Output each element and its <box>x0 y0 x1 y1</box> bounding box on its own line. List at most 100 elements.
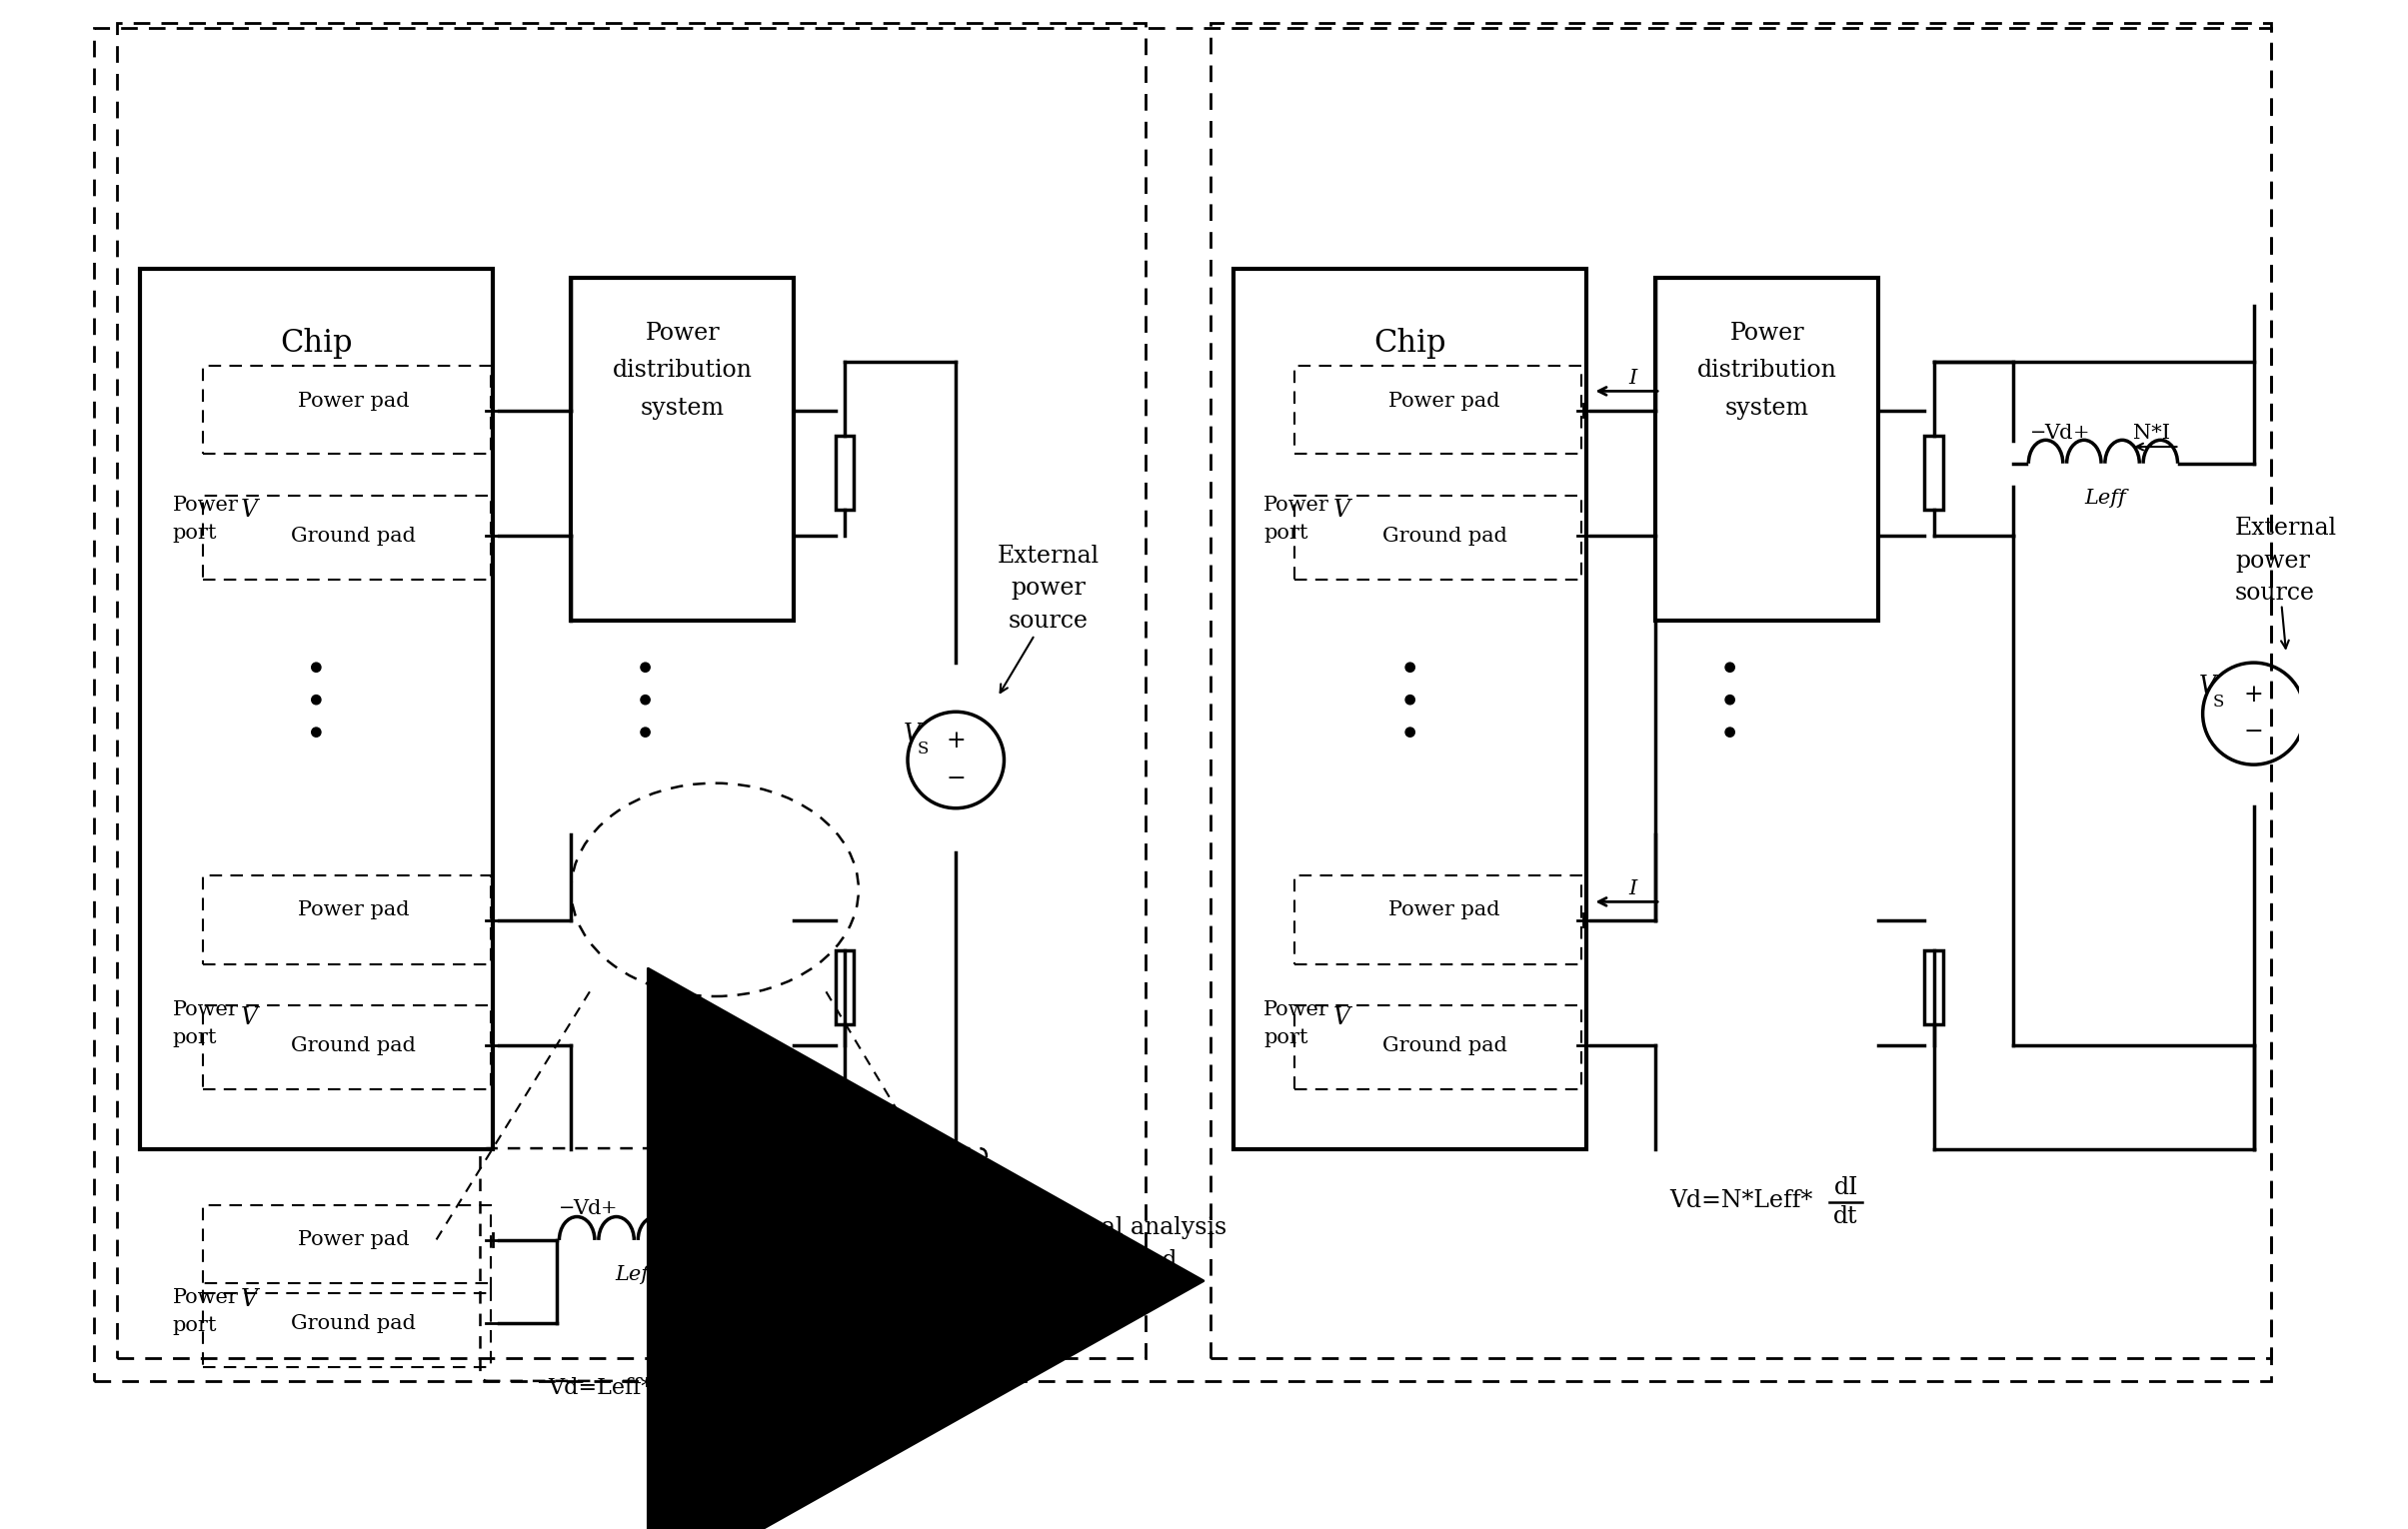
Text: power: power <box>1011 576 1086 599</box>
Bar <box>202 1205 491 1294</box>
Bar <box>1233 269 1587 1150</box>
Text: I: I <box>679 1199 686 1219</box>
Text: Power: Power <box>173 1001 238 1020</box>
Circle shape <box>1724 662 1734 671</box>
Text: N*I: N*I <box>2133 424 2170 442</box>
Circle shape <box>1406 696 1416 705</box>
Text: port: port <box>1264 523 1308 543</box>
Text: Ground pad: Ground pad <box>1382 1037 1507 1055</box>
Text: dI: dI <box>1832 1177 1859 1200</box>
Text: system: system <box>641 396 725 419</box>
Text: Power: Power <box>645 323 720 346</box>
Text: Vd: Vd <box>573 1199 602 1219</box>
Text: V: V <box>1334 1006 1351 1029</box>
Circle shape <box>641 696 650 705</box>
Text: V: V <box>241 1006 258 1029</box>
Text: V: V <box>241 1287 258 1310</box>
Bar <box>202 1006 491 1089</box>
Text: S: S <box>2213 693 2225 709</box>
Text: distribution: distribution <box>1698 359 1837 382</box>
Bar <box>1293 1006 1582 1089</box>
Bar <box>1211 23 2271 1358</box>
Text: V: V <box>241 498 258 521</box>
Text: power: power <box>2235 549 2309 572</box>
Bar <box>1293 495 1582 579</box>
Bar <box>202 495 491 579</box>
Text: Power: Power <box>1264 1001 1329 1020</box>
Bar <box>1293 876 1582 963</box>
Bar <box>1924 436 1943 509</box>
Bar <box>202 1284 491 1367</box>
Text: source: source <box>1009 610 1088 633</box>
Text: Ground pad: Ground pad <box>291 1313 417 1333</box>
Text: +: + <box>2244 683 2264 706</box>
Text: Power: Power <box>1729 323 1804 346</box>
Text: Vd=N*Leff*: Vd=N*Leff* <box>1669 1188 1813 1211</box>
Bar <box>571 278 795 621</box>
Text: dI: dI <box>655 1370 679 1391</box>
Text: Power pad: Power pad <box>299 901 409 919</box>
Circle shape <box>1724 696 1734 705</box>
Text: V: V <box>2199 674 2215 697</box>
Text: V: V <box>903 723 920 746</box>
Text: Vd: Vd <box>2044 424 2073 442</box>
Text: −: − <box>826 1289 845 1312</box>
Text: Leff: Leff <box>614 1264 657 1284</box>
Text: source: source <box>2235 581 2314 604</box>
Text: −: − <box>559 1200 576 1217</box>
Text: Power pad: Power pad <box>1389 901 1500 919</box>
Text: +: + <box>826 1252 845 1275</box>
Bar <box>202 365 491 454</box>
Text: port: port <box>173 1316 217 1335</box>
Text: system: system <box>1724 396 1808 419</box>
Circle shape <box>311 662 320 671</box>
Text: Power: Power <box>1264 495 1329 515</box>
Text: distribution: distribution <box>612 359 751 382</box>
Circle shape <box>1724 728 1734 737</box>
Text: S: S <box>809 1271 821 1287</box>
Text: +: + <box>946 729 966 752</box>
Text: +: + <box>602 1200 616 1217</box>
Bar <box>1657 278 1878 621</box>
Circle shape <box>641 728 650 737</box>
Text: port: port <box>173 523 217 543</box>
Text: Power pad: Power pad <box>1389 391 1500 411</box>
Circle shape <box>311 696 320 705</box>
Text: Power: Power <box>173 1287 238 1307</box>
Text: S: S <box>917 740 929 757</box>
Text: V: V <box>795 1252 811 1275</box>
Text: −: − <box>2030 424 2047 442</box>
Text: Typical analysis: Typical analysis <box>1038 1217 1228 1240</box>
Text: −: − <box>946 768 966 790</box>
Bar <box>1924 950 1943 1024</box>
Text: External: External <box>2235 517 2338 540</box>
Text: Chip: Chip <box>279 327 352 358</box>
Text: dt: dt <box>1832 1205 1859 1228</box>
Bar <box>140 269 491 1150</box>
Text: Chip: Chip <box>1375 327 1447 358</box>
Text: Power pad: Power pad <box>299 1231 409 1249</box>
Text: Leff: Leff <box>2085 488 2126 508</box>
Text: +: + <box>2073 424 2090 442</box>
Text: Power pad: Power pad <box>299 391 409 411</box>
Text: I: I <box>1628 368 1637 388</box>
Text: dt: dt <box>655 1393 679 1416</box>
Bar <box>202 876 491 963</box>
Circle shape <box>1406 662 1416 671</box>
Bar <box>836 950 855 1024</box>
Text: Power: Power <box>173 495 238 515</box>
Circle shape <box>1406 728 1416 737</box>
Text: Ground pad: Ground pad <box>1382 526 1507 546</box>
Text: I: I <box>1628 879 1637 899</box>
Text: port: port <box>1264 1029 1308 1047</box>
Text: External: External <box>997 544 1100 567</box>
Text: port: port <box>173 1029 217 1047</box>
Bar <box>836 436 855 509</box>
Circle shape <box>311 728 320 737</box>
Text: Vd=Leff*: Vd=Leff* <box>549 1378 653 1399</box>
Text: Ground pad: Ground pad <box>291 526 417 546</box>
Text: −: − <box>2244 720 2264 743</box>
Text: V: V <box>1334 498 1351 521</box>
Text: method: method <box>1086 1249 1178 1272</box>
Bar <box>118 23 1146 1358</box>
